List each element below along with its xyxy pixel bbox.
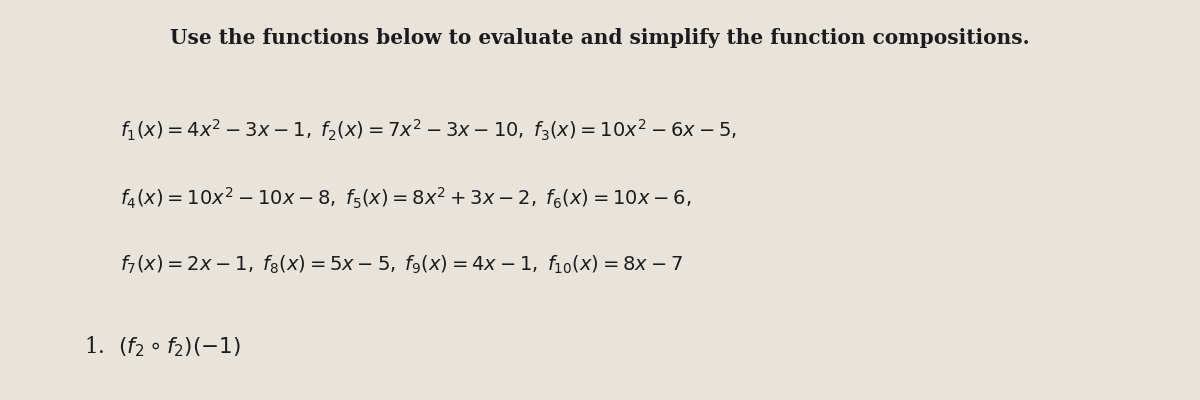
Text: $f_4(x) = 10x^2 - 10x - 8,\; f_5(x) = 8x^2 + 3x - 2,\; f_6(x) = 10x - 6,$: $f_4(x) = 10x^2 - 10x - 8,\; f_5(x) = 8x… [120, 186, 691, 211]
Text: $f_1(x) = 4x^2 - 3x - 1,\; f_2(x) = 7x^2 - 3x - 10,\; f_3(x) = 10x^2 - 6x - 5,$: $f_1(x) = 4x^2 - 3x - 1,\; f_2(x) = 7x^2… [120, 118, 737, 143]
Text: $f_7(x) = 2x - 1,\; f_8(x) = 5x - 5,\; f_9(x) = 4x - 1,\; f_{10}(x) = 8x - 7$: $f_7(x) = 2x - 1,\; f_8(x) = 5x - 5,\; f… [120, 254, 683, 276]
Text: 1.  $\left(f_2 \circ f_2\right)(-1)$: 1. $\left(f_2 \circ f_2\right)(-1)$ [84, 334, 241, 358]
Text: Use the functions below to evaluate and simplify the function compositions.: Use the functions below to evaluate and … [170, 28, 1030, 48]
